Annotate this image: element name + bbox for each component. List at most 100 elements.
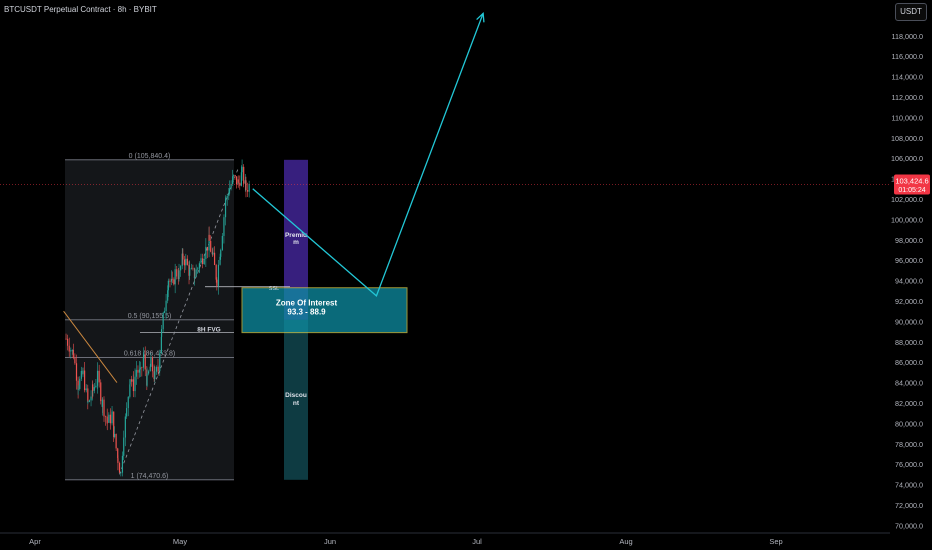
candle-body	[85, 388, 87, 391]
candle-body	[129, 379, 131, 385]
candle	[223, 214, 225, 244]
candle	[160, 324, 163, 342]
candle-body	[221, 235, 223, 250]
candle-body	[220, 249, 222, 257]
candle-body	[213, 252, 216, 266]
candle-body	[117, 458, 119, 463]
fib-level-label: 0 (105,840.4)	[129, 153, 171, 160]
candle	[87, 400, 89, 405]
candle-body	[111, 411, 113, 415]
candle-body	[223, 217, 225, 236]
candle	[74, 353, 76, 365]
candle-body	[163, 311, 166, 313]
fib-level-label: 1 (74,470.6)	[131, 473, 169, 480]
candle-body	[98, 370, 100, 383]
price-axis-background	[890, 0, 932, 550]
candle	[146, 367, 148, 388]
candle	[174, 263, 176, 294]
candle-body	[243, 166, 245, 184]
candle	[79, 376, 81, 391]
candle-body	[169, 280, 171, 282]
discount-zone	[284, 319, 308, 480]
candle	[134, 368, 136, 398]
candle-body	[245, 180, 247, 191]
candle	[169, 278, 171, 288]
time-tick-label: Aug	[619, 537, 632, 546]
candle-body	[142, 358, 145, 368]
candle	[151, 355, 154, 378]
price-tick-label: 76,000.0	[895, 460, 923, 469]
candle-body	[205, 246, 207, 259]
candle	[186, 255, 189, 266]
candle	[159, 349, 161, 376]
candle	[176, 266, 178, 280]
candle-body	[127, 396, 129, 409]
candle	[95, 378, 97, 389]
time-tick-label: Apr	[29, 537, 41, 546]
candle-body	[206, 246, 209, 251]
currency-button[interactable]: USDT	[895, 3, 927, 21]
candle-body	[162, 312, 164, 330]
time-axis: Apr May Jun Jul Aug Sep	[0, 532, 890, 546]
candle	[224, 195, 227, 209]
candle-body	[121, 455, 124, 473]
candle-body	[167, 290, 169, 301]
diagonal-dashed-line	[119, 168, 239, 475]
candle	[208, 226, 210, 242]
candle-body	[100, 382, 102, 402]
candle-body	[189, 268, 191, 276]
candle	[101, 397, 103, 416]
candle-body	[232, 175, 234, 177]
premium-label: Premiu	[285, 232, 307, 239]
candle	[230, 180, 232, 191]
projection-arrow-path	[252, 13, 484, 298]
price-tick-label: 94,000.0	[895, 277, 923, 286]
candle	[212, 247, 214, 256]
price-tick-label: 86,000.0	[895, 358, 923, 367]
price-tick-label: 98,000.0	[895, 236, 923, 245]
candle-body	[228, 188, 231, 194]
candle	[177, 268, 179, 285]
candle-body	[208, 234, 210, 251]
candle-body	[248, 183, 250, 192]
candle-body	[150, 357, 152, 367]
candle-body	[195, 269, 197, 277]
candle	[180, 264, 182, 277]
candle-body	[79, 378, 81, 390]
candle	[137, 365, 139, 380]
candle	[162, 311, 164, 333]
candle-body	[93, 387, 95, 391]
candle-body	[241, 166, 243, 173]
candle	[217, 259, 220, 295]
candle-body	[141, 367, 143, 369]
candle	[190, 263, 192, 270]
candle-body	[143, 354, 145, 359]
price-axis: 70,000.0 72,000.0 74,000.0 76,000.0 78,000.0…	[890, 0, 932, 550]
candle-body	[235, 176, 238, 185]
candle-body	[131, 379, 133, 382]
candle-body	[180, 266, 182, 271]
candle	[178, 263, 180, 282]
candle	[111, 406, 113, 426]
candle	[245, 176, 247, 198]
chart-marks-layer: 0 (105,840.4) 0.5 (90,155.5) 0.618 (86,453…	[0, 11, 890, 481]
candle	[171, 271, 173, 284]
chart-title: BTCUSDT Perpetual Contract · 8h · BYBIT	[4, 5, 157, 14]
candle-body	[186, 258, 189, 265]
candle	[109, 408, 112, 430]
candle	[163, 307, 166, 314]
candle-body	[183, 259, 186, 266]
candle	[150, 352, 152, 368]
candle	[106, 421, 108, 431]
candle-body	[210, 240, 212, 252]
candle	[189, 260, 191, 280]
fvg-label: 8H FVG	[197, 327, 220, 334]
candle	[203, 256, 205, 265]
candle-body	[92, 384, 94, 391]
candle	[144, 346, 146, 377]
price-tick-label: 108,000.0	[891, 134, 923, 143]
candle-body	[139, 367, 141, 370]
candle	[84, 362, 86, 393]
